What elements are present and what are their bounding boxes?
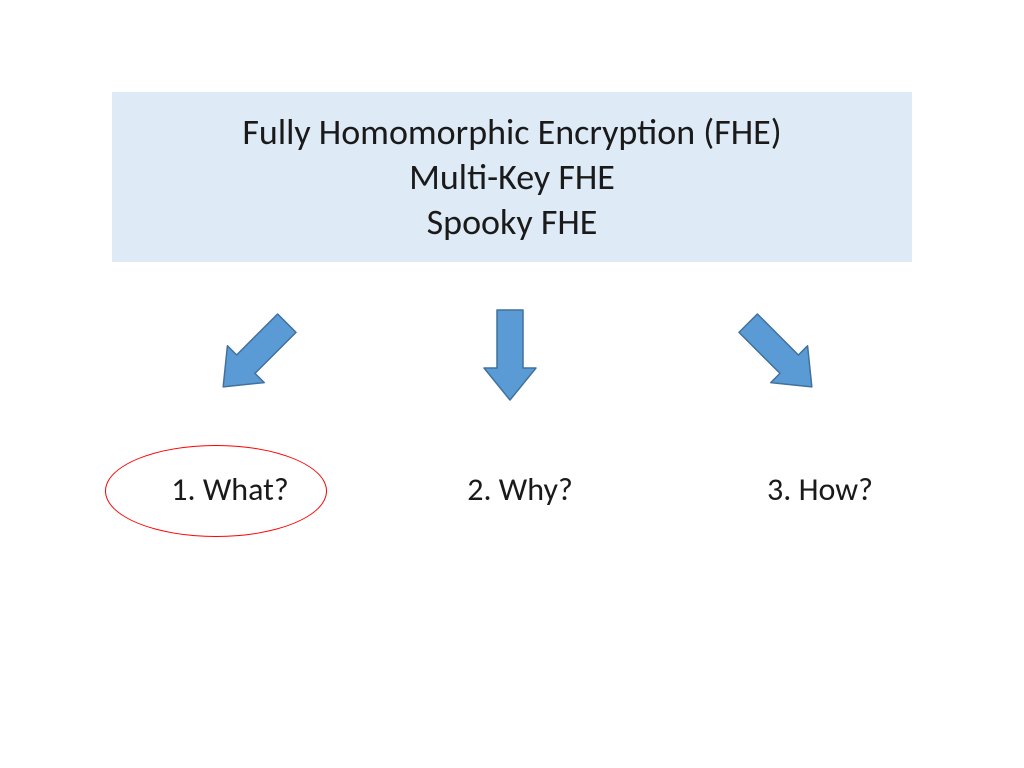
title-line-1: Fully Homomorphic Encryption (FHE) bbox=[242, 110, 781, 155]
title-line-3: Spooky FHE bbox=[427, 200, 598, 245]
arrow-right bbox=[693, 268, 867, 442]
question-what-label: 1. What? bbox=[171, 470, 288, 509]
question-how: 3. How? bbox=[720, 470, 920, 509]
question-why-label: 2. Why? bbox=[467, 470, 573, 509]
arrow-left bbox=[168, 268, 342, 442]
title-box: Fully Homomorphic Encryption (FHE) Multi… bbox=[112, 92, 912, 262]
question-how-label: 3. How? bbox=[767, 470, 873, 509]
title-line-2: Multi-Key FHE bbox=[409, 155, 615, 200]
arrow-center bbox=[458, 284, 562, 426]
question-why: 2. Why? bbox=[420, 470, 620, 509]
question-what: 1. What? bbox=[130, 470, 330, 509]
